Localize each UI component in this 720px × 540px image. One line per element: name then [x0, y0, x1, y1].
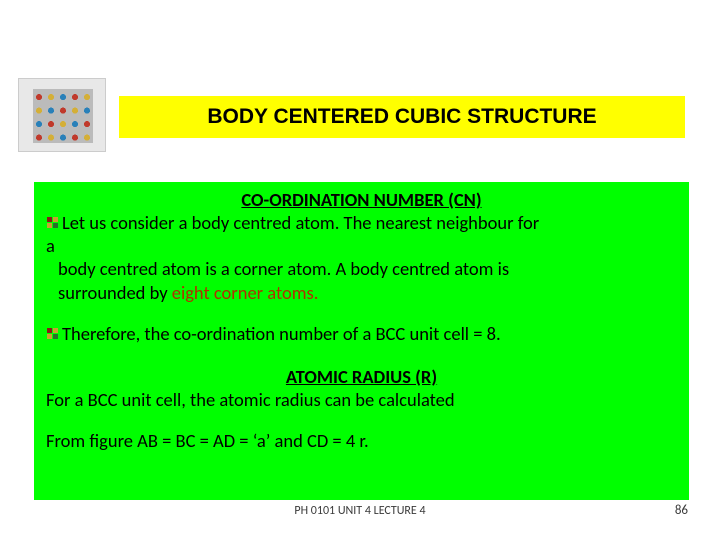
content-box: CO-ORDINATION NUMBER (CN) Let us conside… [34, 182, 689, 500]
p1-line3: body centred atom is a corner atom. A bo… [46, 257, 677, 280]
p1-line4-highlight: eight corner atoms. [172, 281, 319, 304]
bullet-icon [46, 327, 60, 341]
paragraph-1: Let us consider a body centred atom. The… [46, 211, 677, 234]
bullet-icon [46, 216, 60, 230]
p1-line4: surrounded by eight corner atoms. [46, 281, 677, 304]
slide-footer: PH 0101 UNIT 4 LECTURE 4 [0, 504, 720, 518]
p1-line1: Let us consider a body centred atom. The… [62, 211, 539, 234]
paragraph-3: For a BCC unit cell, the atomic radius c… [46, 388, 677, 411]
p1-line2: a [46, 234, 677, 257]
page-number: 86 [675, 503, 688, 518]
lattice-thumbnail [18, 78, 106, 152]
heading-coordination-number: CO-ORDINATION NUMBER (CN) [46, 188, 677, 211]
p2-text: Therefore, the co-ordination number of a… [62, 322, 501, 345]
p1-line4-pre: surrounded by [58, 281, 172, 304]
paragraph-2: Therefore, the co-ordination number of a… [46, 322, 677, 345]
slide-title-bar: BODY CENTERED CUBIC STRUCTURE [119, 96, 685, 138]
slide-title-text: BODY CENTERED CUBIC STRUCTURE [207, 105, 596, 129]
lattice-balls [33, 89, 93, 143]
paragraph-4: From figure AB = BC = AD = ‘a’ and CD = … [46, 429, 677, 452]
heading-atomic-radius: ATOMIC RADIUS (R) [46, 365, 677, 388]
